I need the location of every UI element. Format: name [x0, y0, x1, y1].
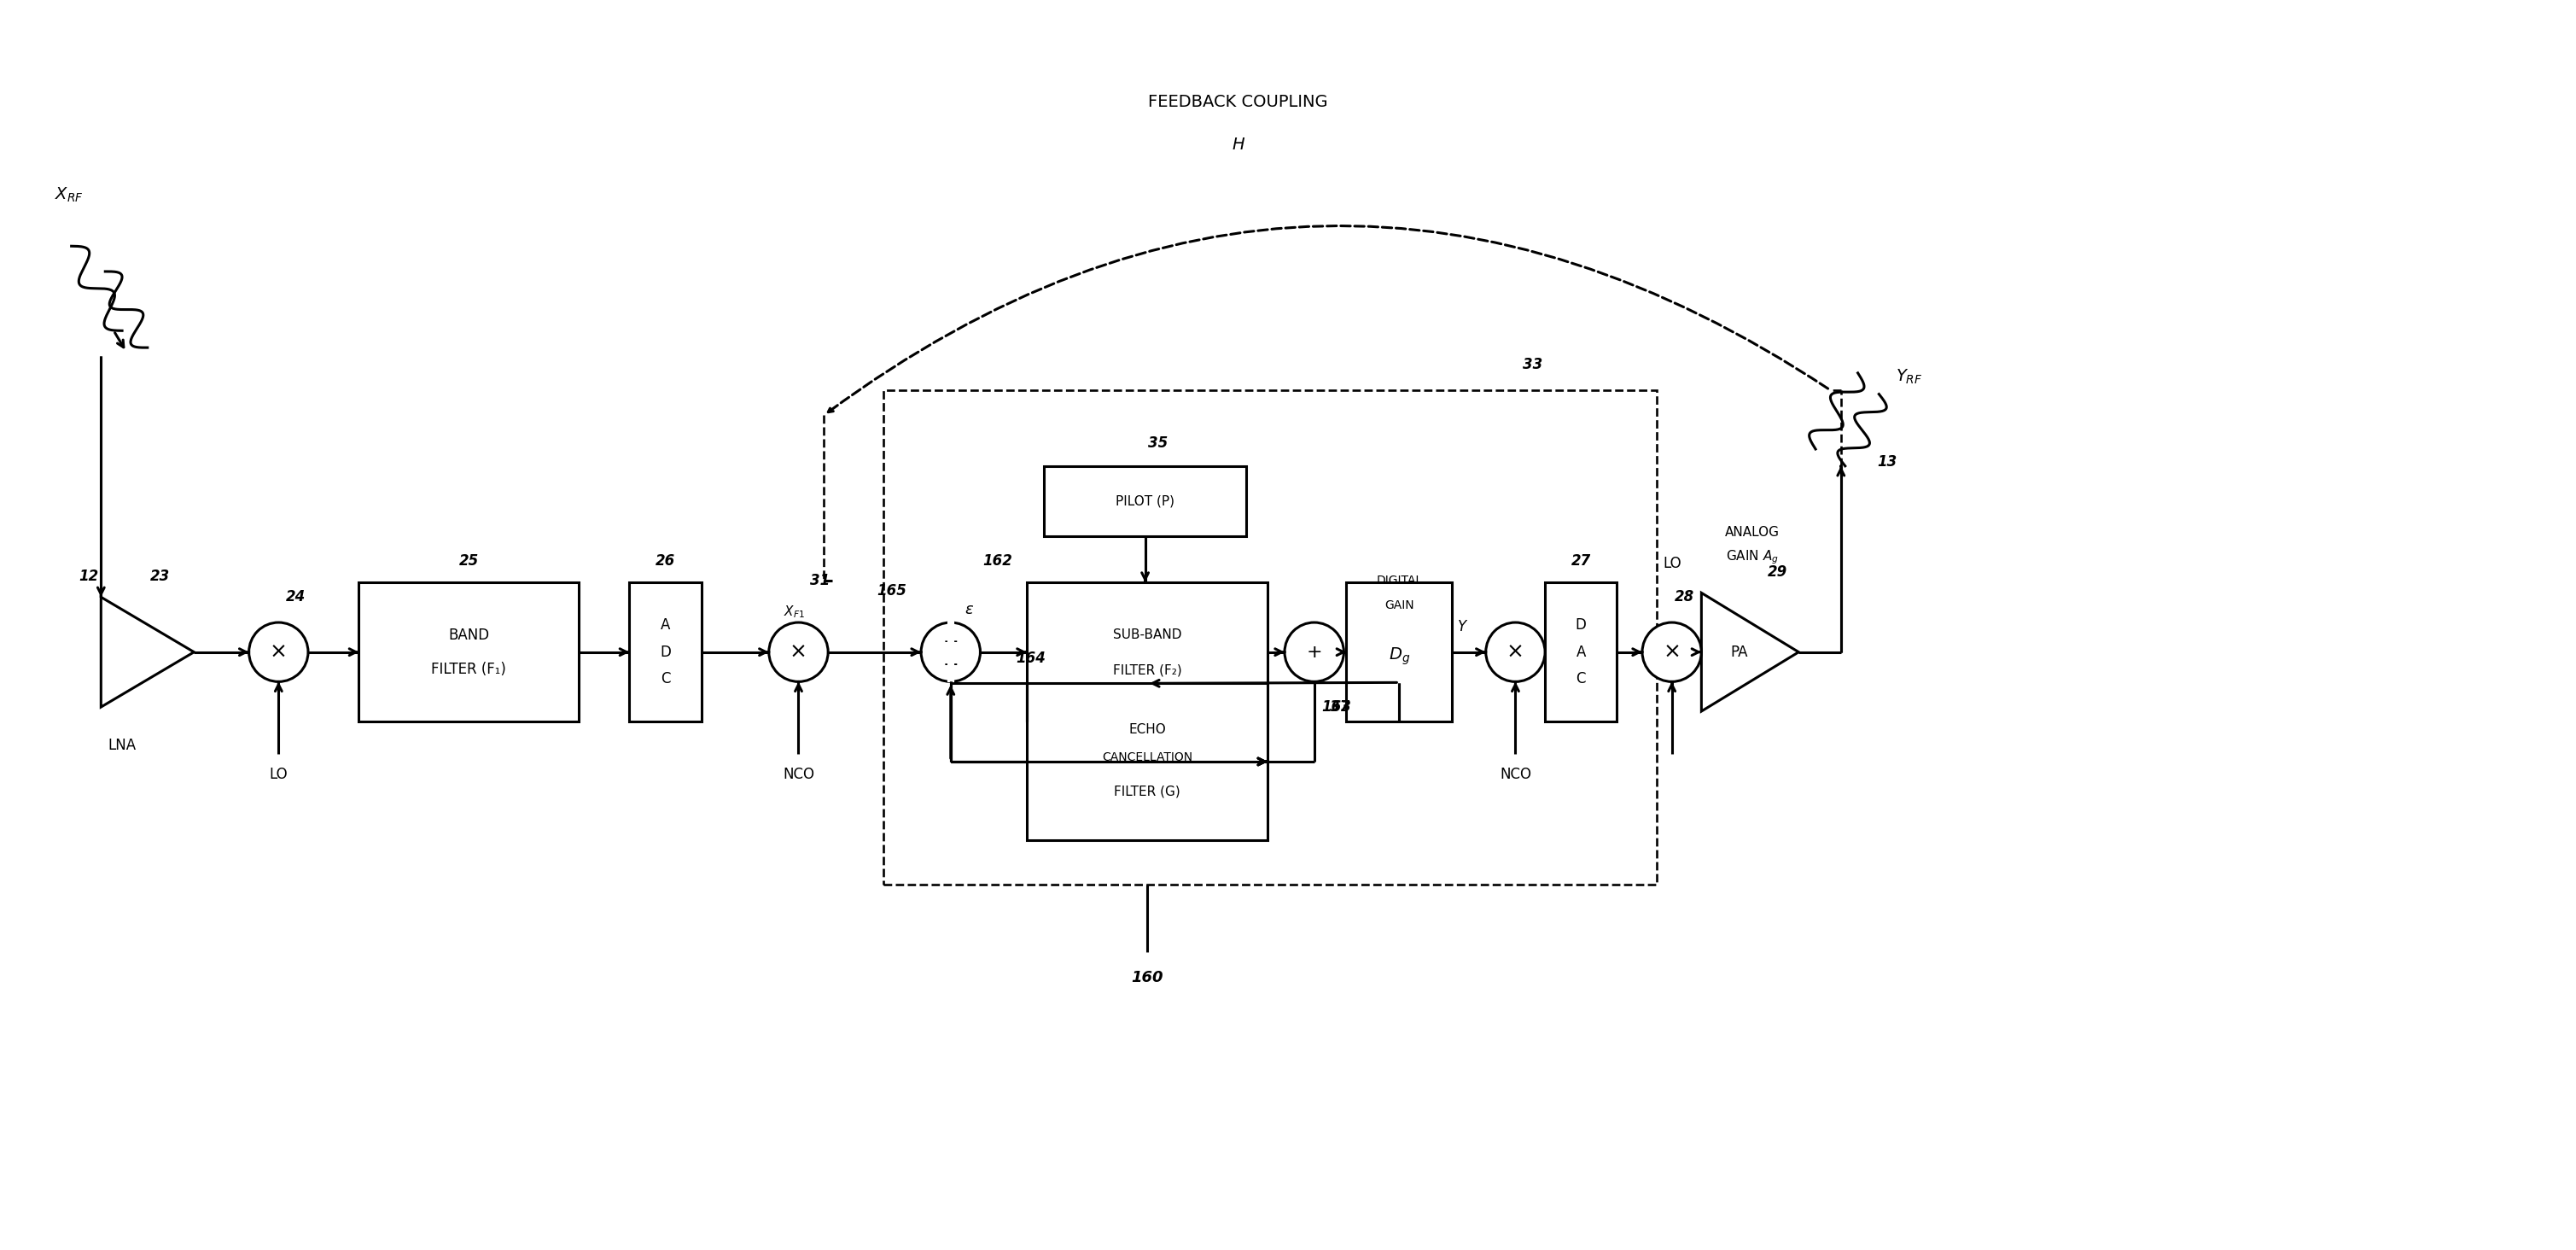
Text: ×: × [1664, 641, 1680, 663]
Circle shape [1486, 622, 1546, 681]
Text: CANCELLATION: CANCELLATION [1103, 751, 1193, 764]
Bar [629, 582, 701, 721]
Bar [1028, 684, 1267, 840]
Text: 164: 164 [1015, 650, 1046, 666]
Text: PA: PA [1731, 645, 1749, 660]
Text: 29: 29 [1767, 564, 1788, 580]
Text: 37: 37 [1329, 699, 1350, 715]
Text: GAIN: GAIN [1383, 600, 1414, 611]
Text: 25: 25 [459, 554, 479, 569]
Text: 23: 23 [149, 569, 170, 584]
Text: +: + [943, 634, 958, 650]
Text: C: C [659, 671, 670, 686]
Text: $Y_{RF}$: $Y_{RF}$ [1896, 368, 1922, 386]
Text: FEEDBACK COUPLING: FEEDBACK COUPLING [1149, 94, 1329, 110]
Text: PILOT (P): PILOT (P) [1115, 495, 1175, 508]
Bar [948, 601, 953, 682]
Text: DIGITAL: DIGITAL [1376, 574, 1422, 586]
Text: ECHO: ECHO [1128, 722, 1167, 736]
Text: ×: × [1507, 641, 1525, 663]
Text: GAIN $A_g$: GAIN $A_g$ [1726, 549, 1777, 566]
Text: 33: 33 [1522, 356, 1543, 372]
Text: D: D [1577, 618, 1587, 632]
Text: A: A [1577, 645, 1587, 660]
Text: FILTER (G): FILTER (G) [1113, 785, 1180, 798]
Text: 162: 162 [981, 554, 1012, 569]
Circle shape [922, 622, 981, 681]
Text: 28: 28 [1674, 590, 1695, 605]
Text: 27: 27 [1571, 554, 1592, 569]
Text: 26: 26 [654, 554, 675, 569]
Text: ANALOG: ANALOG [1726, 525, 1780, 539]
Text: BAND: BAND [448, 628, 489, 642]
Text: +: + [1306, 644, 1321, 660]
Text: 165: 165 [876, 584, 907, 599]
Text: SUB-BAND: SUB-BAND [1113, 629, 1182, 641]
Circle shape [1285, 622, 1345, 681]
Text: FILTER (F₂): FILTER (F₂) [1113, 664, 1182, 678]
Bar [1043, 466, 1247, 536]
Text: ×: × [270, 641, 289, 663]
Text: LNA: LNA [108, 738, 137, 752]
Circle shape [250, 622, 309, 681]
Text: 160: 160 [1131, 970, 1164, 985]
Text: $X_{F1}$: $X_{F1}$ [783, 604, 804, 620]
Text: H: H [1231, 136, 1244, 152]
Text: NCO: NCO [783, 768, 814, 782]
Text: LO: LO [1662, 555, 1682, 571]
Bar [884, 390, 1656, 885]
Text: 31: 31 [809, 572, 829, 588]
Circle shape [1643, 622, 1700, 681]
Text: LO: LO [270, 768, 289, 782]
Text: $D_g$: $D_g$ [1388, 646, 1409, 666]
Text: 35: 35 [1149, 435, 1167, 450]
Text: D: D [659, 645, 670, 660]
Text: C: C [1577, 671, 1587, 686]
Text: NCO: NCO [1499, 768, 1530, 782]
Bar [1028, 582, 1267, 721]
Text: ε: ε [966, 602, 974, 618]
Text: FILTER (F₁): FILTER (F₁) [430, 661, 507, 676]
Text: −: − [943, 656, 958, 674]
Text: 24: 24 [286, 590, 307, 605]
Text: 13: 13 [1878, 454, 1899, 470]
Bar [1546, 582, 1618, 721]
Bar [1347, 582, 1453, 721]
Circle shape [768, 622, 827, 681]
Text: ×: × [788, 641, 806, 663]
Bar [358, 582, 580, 721]
Text: $X_{RF}$: $X_{RF}$ [54, 186, 82, 205]
Text: 12: 12 [77, 569, 98, 584]
Text: A: A [659, 618, 670, 632]
Text: Y: Y [1458, 619, 1466, 635]
Text: 163: 163 [1321, 699, 1350, 715]
